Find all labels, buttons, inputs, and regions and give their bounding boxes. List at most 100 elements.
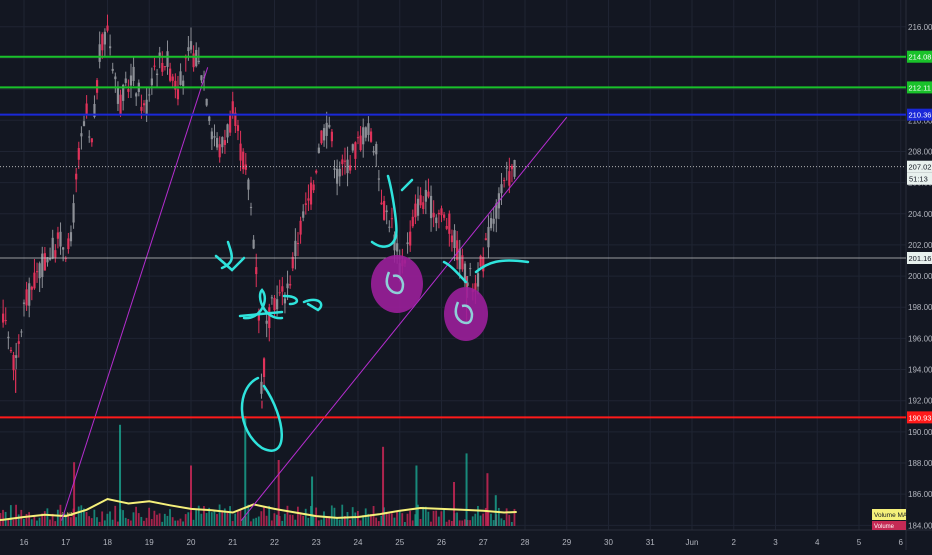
volume-bar bbox=[427, 511, 430, 526]
candle-body bbox=[22, 302, 26, 304]
volume-bar bbox=[179, 518, 182, 526]
volume-bar bbox=[174, 520, 177, 526]
volume-bar bbox=[73, 462, 76, 526]
candle-body bbox=[424, 189, 427, 202]
candle-body bbox=[75, 173, 78, 180]
volume-bar bbox=[490, 513, 492, 526]
volume-bar bbox=[312, 515, 315, 526]
volume-bar bbox=[216, 514, 218, 526]
candle-body bbox=[59, 231, 62, 247]
level-tag-resistance-1 bbox=[907, 50, 932, 63]
volume-bar bbox=[90, 518, 93, 526]
candle-body bbox=[513, 160, 516, 177]
candle-body bbox=[155, 73, 159, 76]
volume-bar bbox=[226, 512, 229, 526]
candle-body bbox=[362, 127, 365, 145]
candle-body bbox=[166, 51, 169, 67]
volume-bar bbox=[103, 520, 106, 526]
volume-bar bbox=[93, 509, 96, 526]
candle-body bbox=[20, 331, 23, 333]
candle-body bbox=[416, 198, 420, 216]
hand-drawn-circle bbox=[385, 271, 405, 295]
candle-body bbox=[135, 93, 138, 97]
candle-body bbox=[176, 89, 180, 100]
volume-bar bbox=[370, 514, 372, 526]
candle-body bbox=[435, 217, 438, 224]
candle-body bbox=[299, 220, 302, 235]
candle-body bbox=[239, 143, 242, 161]
hand-drawn-annotation bbox=[370, 174, 398, 248]
volume-bar bbox=[291, 514, 294, 526]
volume-bar bbox=[388, 513, 391, 526]
candle-body bbox=[234, 112, 237, 126]
candle-body bbox=[315, 170, 318, 173]
volume-bar bbox=[443, 509, 445, 526]
candle-body bbox=[195, 49, 198, 67]
volume-bar bbox=[273, 513, 276, 526]
x-tick-label: 27 bbox=[479, 538, 488, 547]
volume-bar bbox=[223, 508, 226, 526]
volume-bar bbox=[417, 504, 419, 526]
y-tick-label: 192.00 bbox=[908, 397, 932, 406]
volume-bar bbox=[323, 511, 325, 526]
volume-bar bbox=[367, 513, 370, 526]
candle-body bbox=[64, 258, 67, 260]
candle-body bbox=[375, 144, 378, 155]
candle-body bbox=[148, 94, 151, 96]
volume-bar bbox=[15, 504, 17, 526]
candle-body bbox=[450, 235, 454, 243]
volume-bar bbox=[435, 510, 438, 526]
candle-body bbox=[487, 226, 490, 248]
candle-body bbox=[197, 60, 200, 62]
volume-bar bbox=[320, 519, 323, 526]
candle-body bbox=[268, 307, 271, 329]
candle-body bbox=[48, 257, 52, 260]
level-tag-label: 210.36 bbox=[909, 111, 932, 120]
volume-bar bbox=[98, 521, 101, 526]
hand-drawn-annotation bbox=[474, 259, 530, 274]
volume-bar bbox=[101, 511, 104, 526]
x-tick-label: 20 bbox=[187, 538, 196, 547]
volume-bar bbox=[247, 504, 250, 526]
candle-body bbox=[309, 182, 313, 205]
candle-body bbox=[372, 150, 375, 153]
volume-bar bbox=[484, 507, 487, 526]
candle-body bbox=[244, 164, 247, 170]
candle-body bbox=[116, 86, 120, 104]
candle-body bbox=[7, 336, 10, 339]
volume-bar bbox=[96, 517, 98, 526]
y-tick-label: 216.00 bbox=[908, 23, 932, 32]
candle-body bbox=[456, 240, 459, 261]
candle-body bbox=[215, 137, 219, 148]
volume-bar bbox=[231, 521, 234, 526]
volume-bar bbox=[494, 495, 497, 526]
volume-bar bbox=[135, 506, 138, 526]
candle-body bbox=[281, 286, 284, 292]
candle-body bbox=[80, 133, 83, 137]
volume-bar bbox=[250, 521, 252, 526]
x-tick-label: 3 bbox=[773, 538, 778, 547]
y-tick-label: 210.00 bbox=[908, 116, 932, 125]
candle-body bbox=[328, 124, 331, 128]
candle-body bbox=[221, 137, 224, 148]
candle-body bbox=[437, 212, 440, 215]
candle-body bbox=[140, 106, 143, 111]
volume-bar bbox=[137, 513, 140, 526]
candle-body bbox=[9, 350, 13, 352]
y-tick-label: 204.00 bbox=[908, 210, 932, 219]
volume-bar bbox=[30, 519, 33, 526]
volume-bar bbox=[119, 424, 122, 526]
x-tick-label: 23 bbox=[312, 538, 321, 547]
volume-bar bbox=[503, 520, 505, 526]
candle-body bbox=[474, 283, 477, 292]
volume-bar bbox=[176, 520, 179, 526]
volume-bar bbox=[62, 514, 64, 526]
candle-body bbox=[414, 203, 417, 218]
level-tag-support-1 bbox=[907, 251, 932, 264]
volume-bar bbox=[36, 520, 38, 526]
volume-bar bbox=[163, 513, 166, 526]
volume-bar bbox=[463, 519, 466, 526]
candle-body bbox=[98, 44, 101, 62]
